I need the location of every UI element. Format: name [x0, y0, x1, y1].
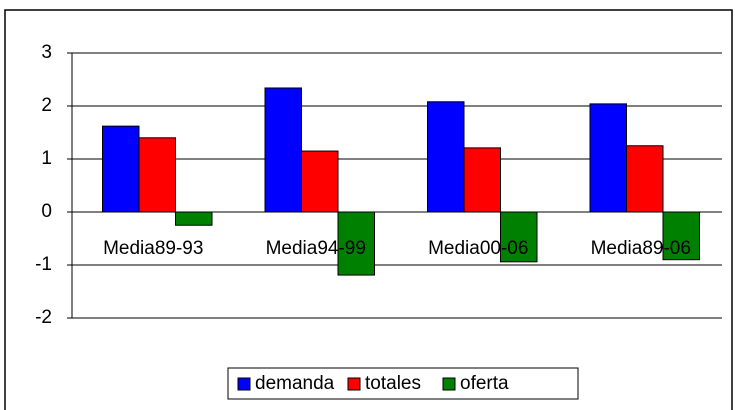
- legend-label: totales: [365, 373, 421, 394]
- x-tick-label: Media89-06: [591, 238, 691, 259]
- bar: [500, 211, 538, 263]
- bar: [138, 137, 176, 213]
- y-tick-label: 0: [41, 201, 52, 222]
- bar: [175, 211, 213, 226]
- y-tick-label: 3: [41, 42, 52, 63]
- legend-box: [227, 367, 579, 400]
- bar: [337, 211, 375, 276]
- x-tick-label: Media94-99: [266, 238, 366, 259]
- bar: [264, 87, 302, 213]
- legend-swatch: [237, 377, 251, 391]
- x-tick-label: Media89-93: [103, 238, 203, 259]
- y-tick-label: -1: [35, 254, 52, 275]
- x-tick-label: Media00-06: [428, 238, 528, 259]
- y-tick-label: 2: [41, 95, 52, 116]
- legend-label: demanda: [255, 373, 335, 394]
- legend-swatch: [347, 377, 361, 391]
- bar: [463, 147, 501, 213]
- y-tick-label: 1: [41, 148, 52, 169]
- legend-label: oferta: [460, 373, 509, 394]
- y-tick-label: -2: [35, 307, 52, 328]
- bar: [626, 145, 664, 213]
- bar: [589, 103, 627, 213]
- bar: [301, 150, 339, 213]
- legend-swatch: [442, 377, 456, 391]
- bar: [102, 125, 140, 213]
- bar: [662, 211, 700, 261]
- bar: [427, 101, 465, 213]
